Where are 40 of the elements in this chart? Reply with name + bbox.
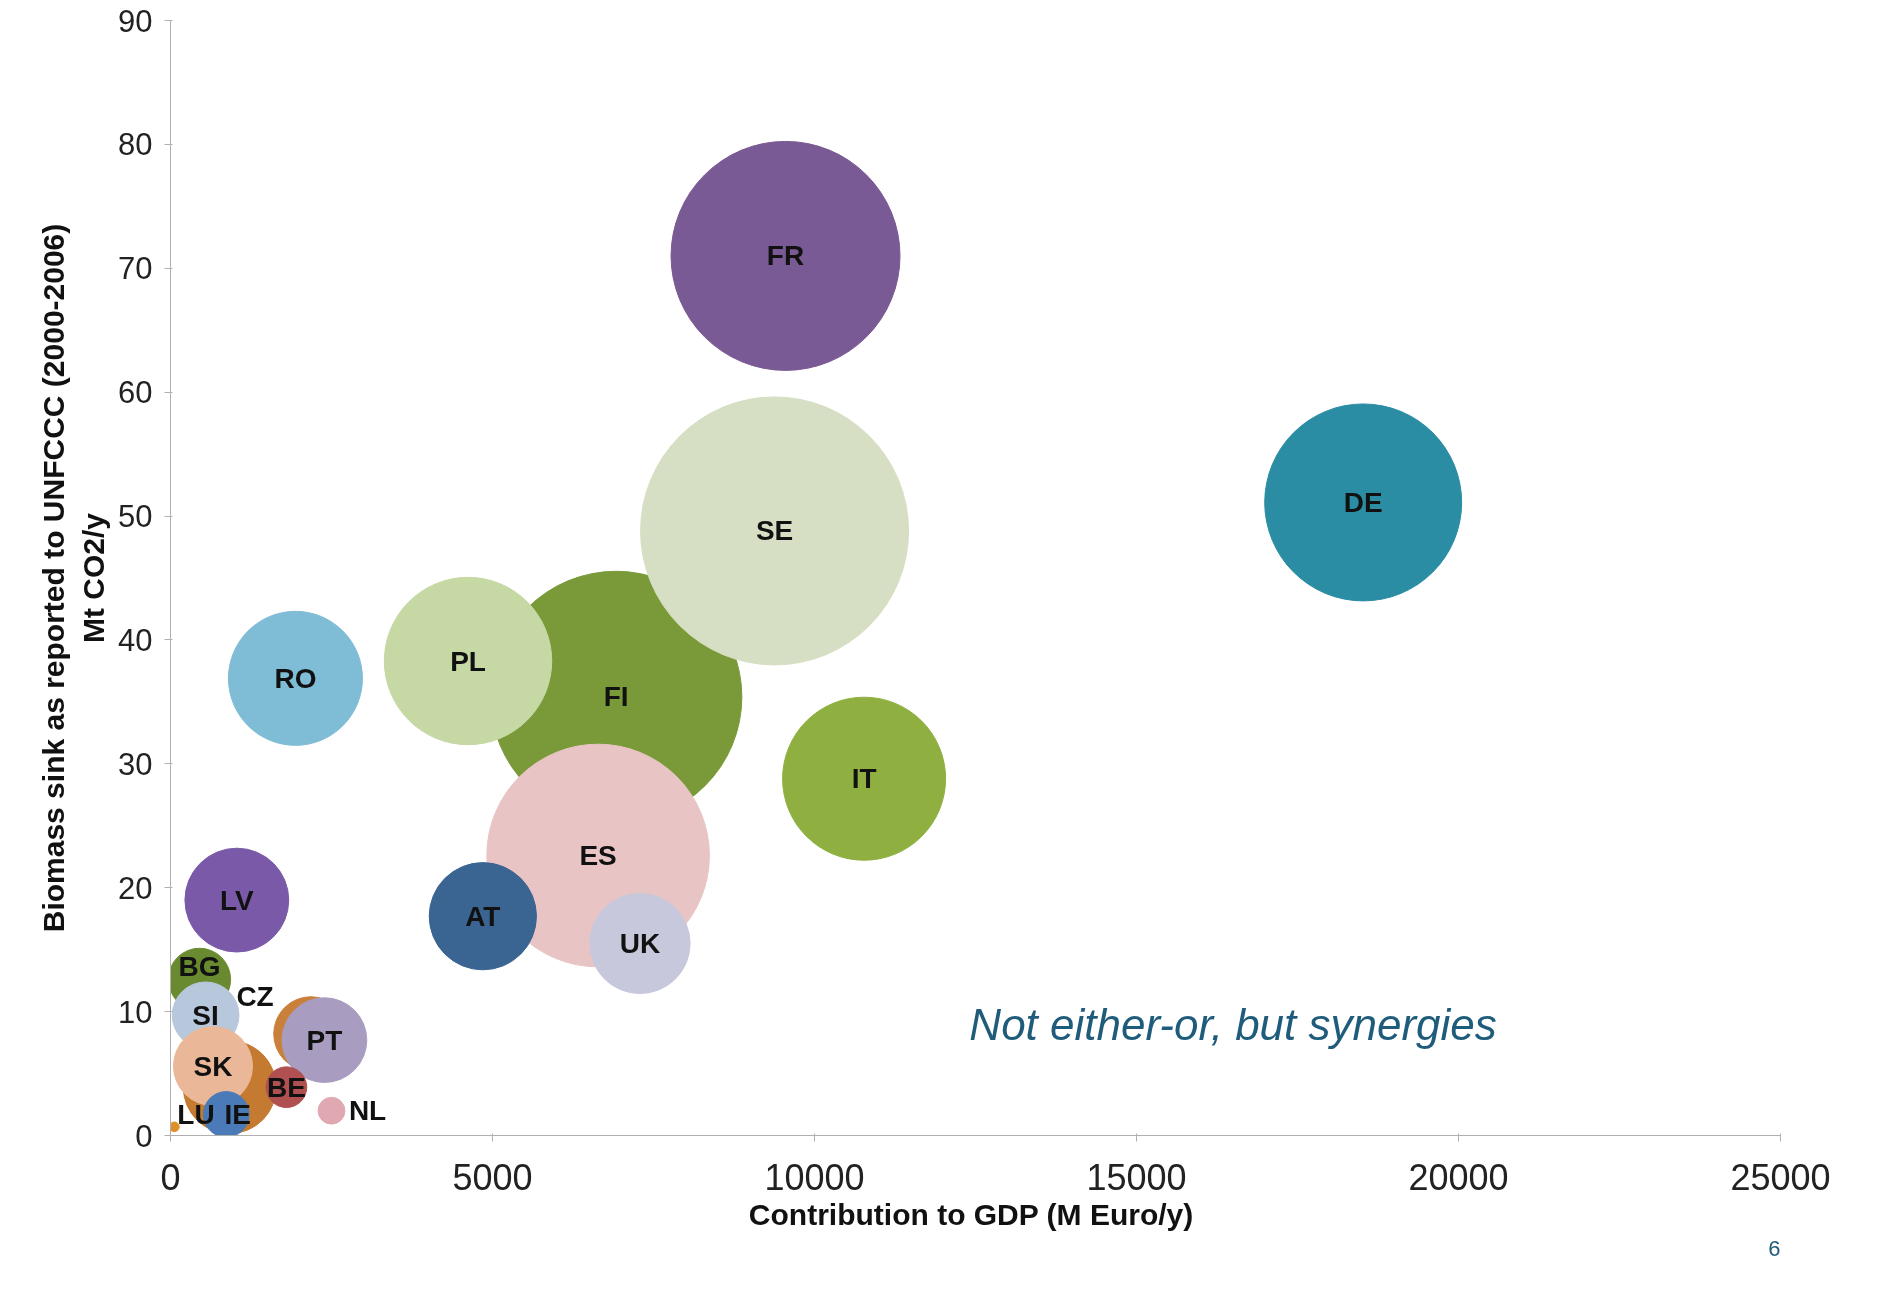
x-tick-label: 15000 xyxy=(1086,1156,1187,1198)
y-tick-label: 60 xyxy=(118,375,153,411)
y-tick-label: 20 xyxy=(118,870,153,906)
y-tick-label: 0 xyxy=(135,1118,153,1154)
y-tick-label: 10 xyxy=(118,994,153,1030)
series-label: ES xyxy=(579,840,617,872)
series-label: NL xyxy=(348,1095,387,1127)
series-label: FI xyxy=(603,681,629,713)
series-label: IT xyxy=(851,763,877,795)
series-label: IE xyxy=(224,1098,251,1130)
y-tick-label: 70 xyxy=(118,251,153,287)
series-label: PL xyxy=(450,645,486,677)
x-tick-label: 25000 xyxy=(1730,1156,1831,1198)
x-tick-label: 20000 xyxy=(1408,1156,1509,1198)
series-label: SI xyxy=(192,999,219,1031)
series-label: RO xyxy=(274,662,317,694)
y-tick-label: 50 xyxy=(118,499,153,535)
annotation: Not either-or, but synergies xyxy=(969,999,1497,1049)
x-tick-label: 5000 xyxy=(452,1156,533,1198)
series-label: DE xyxy=(1343,486,1383,518)
series-label: BE xyxy=(266,1071,306,1103)
series-label: PT xyxy=(306,1024,343,1056)
y-axis-title: Biomass sink as reported to UNFCCC (2000-2006) Mt CO2/y xyxy=(37,223,111,933)
y-tick-label: 80 xyxy=(118,127,153,163)
series-label: FR xyxy=(766,240,805,272)
series-label: BG xyxy=(178,951,221,983)
series-label: UK xyxy=(619,927,661,959)
x-tick-label: 10000 xyxy=(764,1156,865,1198)
y-tick-label: 30 xyxy=(118,746,153,782)
series-label: LV xyxy=(219,884,255,916)
series-label: SE xyxy=(755,515,794,547)
series-label: CZ xyxy=(236,981,274,1013)
y-tick-label: 40 xyxy=(118,622,153,658)
series-label: AT xyxy=(465,900,501,932)
x-tick-label: 0 xyxy=(160,1156,181,1198)
text: 6 xyxy=(1768,1235,1781,1261)
y-tick-label: 90 xyxy=(118,3,153,39)
series-label: SK xyxy=(193,1050,233,1082)
x-axis-title: Contribution to GDP (M Euro/y) xyxy=(748,1197,1194,1231)
series-label: LU xyxy=(177,1099,215,1131)
